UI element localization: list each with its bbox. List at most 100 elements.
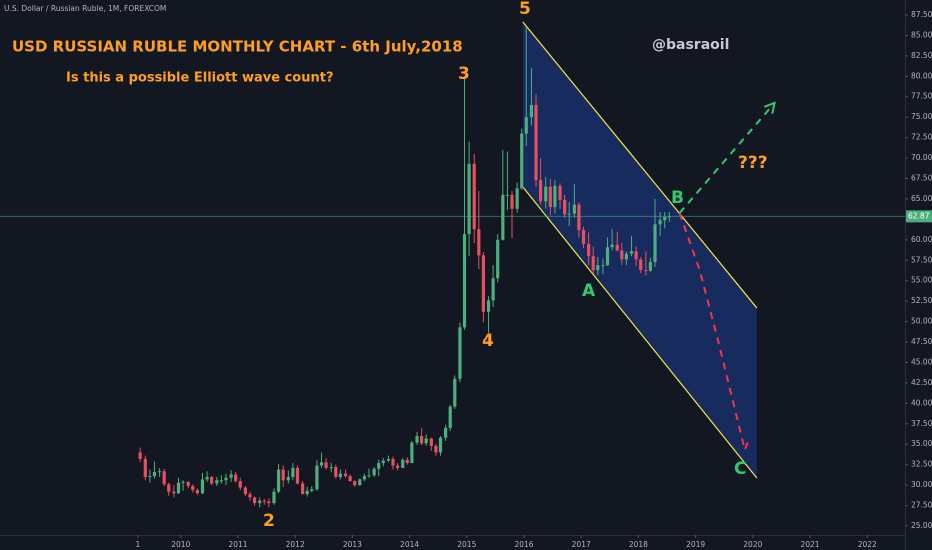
candle-body <box>334 467 338 477</box>
symbol: U.S. Dollar / Russian Ruble, 1M, FOREXCO… <box>4 4 166 13</box>
candle-body <box>301 483 305 495</box>
y-tick-label: 45.00 <box>911 357 932 366</box>
candle-body <box>429 438 433 446</box>
candle-body <box>162 471 166 485</box>
y-tick-label: 57.50 <box>911 255 932 264</box>
candle-body <box>343 473 348 477</box>
candle-body <box>315 465 319 490</box>
candle-body <box>167 484 171 492</box>
candle-body <box>181 481 185 483</box>
wave-label: A <box>582 281 596 301</box>
candle-body <box>639 259 643 271</box>
arrow-head <box>763 101 776 114</box>
candle-body <box>286 476 290 481</box>
candle-body <box>158 471 162 473</box>
candle-body <box>248 494 252 498</box>
y-tick-label: 65.00 <box>911 194 932 203</box>
candle-body <box>276 469 281 492</box>
candle-body <box>448 406 452 428</box>
watermark: @basraoil <box>652 37 729 53</box>
candle-body <box>467 163 471 235</box>
y-tick-label: 30.00 <box>911 480 932 489</box>
x-tick-label: 2022 <box>858 540 877 549</box>
subtitle: Is this a possible Elliott wave count? <box>66 71 334 86</box>
y-tick-label: 25.00 <box>911 521 932 530</box>
candle-body <box>587 243 591 257</box>
candle-body <box>491 278 495 301</box>
candle-body <box>305 490 309 495</box>
annotation: ??? <box>738 153 768 173</box>
candle-body <box>563 199 567 215</box>
y-tick-label: 37.50 <box>911 419 932 428</box>
candle-body <box>243 487 248 495</box>
candle-body <box>186 481 190 486</box>
candle-body <box>234 474 238 482</box>
y-tick-label: 50.00 <box>911 317 932 326</box>
x-tick-label: 2013 <box>343 540 362 549</box>
wave-label: 3 <box>458 64 470 84</box>
candle-body <box>310 489 314 491</box>
candle-body <box>663 216 667 221</box>
x-tick-label: 2011 <box>228 540 247 549</box>
candle-body <box>658 220 662 225</box>
candle-body <box>505 194 510 196</box>
x-tick-label: 2021 <box>800 540 819 549</box>
candle-body <box>458 327 462 379</box>
candle-body <box>620 250 624 260</box>
candle-body <box>415 436 419 443</box>
candle-body <box>381 460 385 464</box>
candle-body <box>581 230 586 244</box>
wave-label: C <box>734 459 746 479</box>
candle-body <box>591 256 595 271</box>
x-tick-label: 2012 <box>286 540 305 549</box>
candle-body <box>258 500 262 504</box>
candle-body <box>386 458 391 461</box>
candle-body <box>558 185 562 200</box>
candle-body <box>267 501 271 504</box>
candle-body <box>391 458 395 466</box>
candle-body <box>353 481 357 486</box>
candle-body <box>291 467 295 477</box>
x-tick-label: 2015 <box>457 540 476 549</box>
candle-body <box>362 476 366 480</box>
candle-body <box>438 437 443 453</box>
candle-body <box>205 476 209 480</box>
y-tick-label: 55.00 <box>911 276 932 285</box>
candle-body <box>420 436 424 444</box>
y-tick-label: 47.50 <box>911 337 932 346</box>
x-tick-label: 2010 <box>171 540 190 549</box>
candle-body <box>481 255 485 312</box>
candle-body <box>143 458 147 477</box>
candle-body <box>572 204 576 214</box>
candle-body <box>210 476 214 484</box>
candle-body <box>176 482 181 494</box>
y-tick-label: 32.50 <box>911 460 932 469</box>
y-tick-label: 35.00 <box>911 439 932 448</box>
candle-body <box>401 459 405 468</box>
candle-body <box>653 224 657 262</box>
candle-body <box>462 234 467 328</box>
candle-body <box>252 497 257 504</box>
candle-body <box>348 476 352 482</box>
candle-body <box>272 491 276 504</box>
y-tick-label: 70.00 <box>911 153 932 162</box>
candle-body <box>358 479 362 486</box>
x-tick-label: 2014 <box>400 540 419 549</box>
candle-body <box>395 465 400 468</box>
candle-body <box>615 244 619 251</box>
candle-body <box>501 194 505 240</box>
x-tick-label: 2017 <box>572 540 591 549</box>
candle-body <box>601 265 605 267</box>
candle-body <box>644 270 648 272</box>
candle-body <box>200 479 205 494</box>
candle-body <box>510 194 514 209</box>
y-tick-label: 77.50 <box>911 92 932 101</box>
y-tick-label: 27.50 <box>911 501 932 510</box>
plot-area <box>0 21 905 508</box>
channel-line <box>522 21 758 309</box>
candle-body <box>195 490 199 494</box>
title: USD RUSSIAN RUBLE MONTHLY CHART - 6th Ju… <box>12 38 463 56</box>
candle-body <box>453 378 457 407</box>
candle-body <box>548 186 552 208</box>
candle-body <box>152 472 157 477</box>
